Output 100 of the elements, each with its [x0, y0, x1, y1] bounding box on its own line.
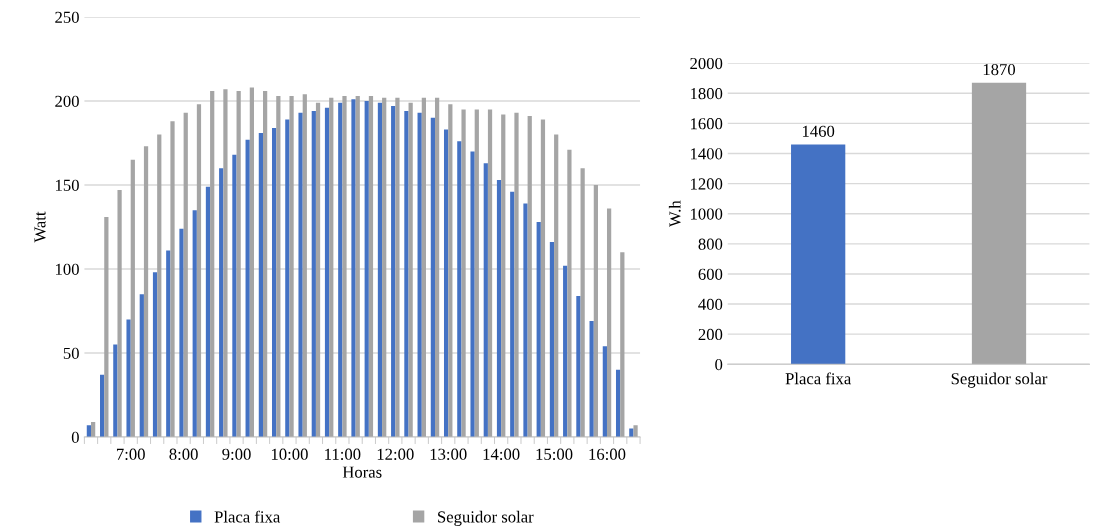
- bar: [113, 344, 118, 438]
- y-tick-label: 1000: [691, 208, 723, 220]
- y-tick-label: 1200: [691, 178, 723, 190]
- y-tick-label: 0: [715, 358, 723, 371]
- bar: [130, 159, 135, 438]
- bar: [205, 186, 211, 438]
- legend-label: Placa fixa: [214, 510, 281, 523]
- bar: [523, 203, 528, 438]
- data-label: 1460: [802, 125, 835, 137]
- bar: [391, 106, 396, 438]
- bar: [311, 111, 316, 438]
- bar: [576, 295, 581, 438]
- bar: [338, 102, 343, 438]
- bar: [606, 208, 612, 438]
- bar: [474, 109, 479, 438]
- bar: [377, 102, 383, 438]
- bar: [289, 95, 294, 438]
- bar: [368, 95, 374, 438]
- bar: [192, 210, 197, 438]
- bar: [496, 179, 502, 438]
- bar: [179, 228, 184, 438]
- x-tick-label: 15:00: [536, 448, 573, 460]
- bar: [298, 112, 303, 438]
- y-tick-label: 400: [698, 298, 723, 310]
- bar: [355, 95, 360, 438]
- bar: [563, 265, 568, 438]
- x-tick-label: 14:00: [483, 448, 520, 460]
- bar: [443, 129, 449, 438]
- x-tick-label: 12:00: [377, 448, 414, 460]
- bar: [470, 151, 475, 438]
- bar: [342, 95, 347, 438]
- bar: [448, 104, 453, 438]
- bar: [382, 97, 387, 438]
- bar: [223, 89, 228, 438]
- bar: [139, 294, 144, 438]
- bar: [536, 221, 541, 438]
- bar: [157, 134, 162, 438]
- bar: [276, 95, 281, 438]
- bar: [117, 190, 122, 438]
- bar: [615, 369, 621, 438]
- y-tick-label: 200: [698, 328, 723, 341]
- bar: [152, 272, 158, 438]
- bar: [272, 127, 277, 438]
- bar: [324, 107, 330, 438]
- bar: [219, 168, 224, 438]
- x-tick-label: 8:00: [169, 448, 198, 460]
- bar: [166, 250, 171, 438]
- bar: [567, 149, 572, 438]
- legend-label: Seguidor solar: [438, 510, 534, 526]
- y-tick-label: 250: [55, 11, 79, 23]
- y-tick-label: 100: [56, 263, 79, 275]
- bar: [487, 109, 493, 438]
- y-tick-label: 800: [698, 238, 723, 250]
- y-tick-label: 0: [71, 431, 79, 443]
- y-axis-title: W.h: [668, 200, 681, 228]
- y-tick-label: 1400: [691, 148, 723, 160]
- bar: [258, 132, 263, 438]
- bar: [126, 319, 131, 438]
- bar: [404, 111, 409, 438]
- bar: [457, 141, 462, 438]
- bar: [593, 185, 598, 438]
- bar: [143, 146, 149, 438]
- bar: [210, 90, 215, 438]
- bar: [633, 425, 638, 438]
- y-tick-label: 1800: [691, 88, 723, 100]
- bar: [434, 97, 440, 438]
- x-tick-label: 13:00: [430, 448, 467, 460]
- data-label: 1870: [983, 63, 1016, 76]
- bar: [351, 99, 356, 438]
- y-tick-label: 200: [55, 95, 79, 107]
- bar: [580, 168, 585, 438]
- bar: [232, 154, 237, 438]
- bar: [263, 90, 268, 438]
- x-tick-label: 16:00: [589, 448, 626, 460]
- bar: [100, 374, 105, 438]
- bar: [461, 109, 466, 438]
- bar: [315, 102, 321, 438]
- bar: [408, 102, 413, 438]
- y-tick-label: 1600: [691, 118, 723, 130]
- x-axis-title: Horas: [342, 466, 382, 478]
- bar: [527, 116, 532, 438]
- bar: [249, 87, 254, 438]
- bar: [554, 134, 559, 438]
- bar: [483, 163, 488, 438]
- y-axis-title: Watt: [34, 211, 46, 243]
- bar: [245, 139, 250, 438]
- bar: [417, 112, 422, 438]
- y-tick-label: 150: [56, 179, 79, 191]
- bar: [514, 112, 519, 438]
- bar: [170, 121, 175, 438]
- bar: [364, 101, 369, 438]
- y-tick-label: 2000: [690, 57, 723, 70]
- bar: [302, 94, 307, 438]
- y-tick-label: 50: [63, 347, 79, 359]
- bar: [510, 191, 515, 438]
- x-tick-label: 9:00: [222, 448, 251, 460]
- bar: [589, 321, 594, 438]
- bar: [183, 112, 188, 438]
- bar: [285, 119, 290, 438]
- y-tick-label: 600: [698, 268, 723, 280]
